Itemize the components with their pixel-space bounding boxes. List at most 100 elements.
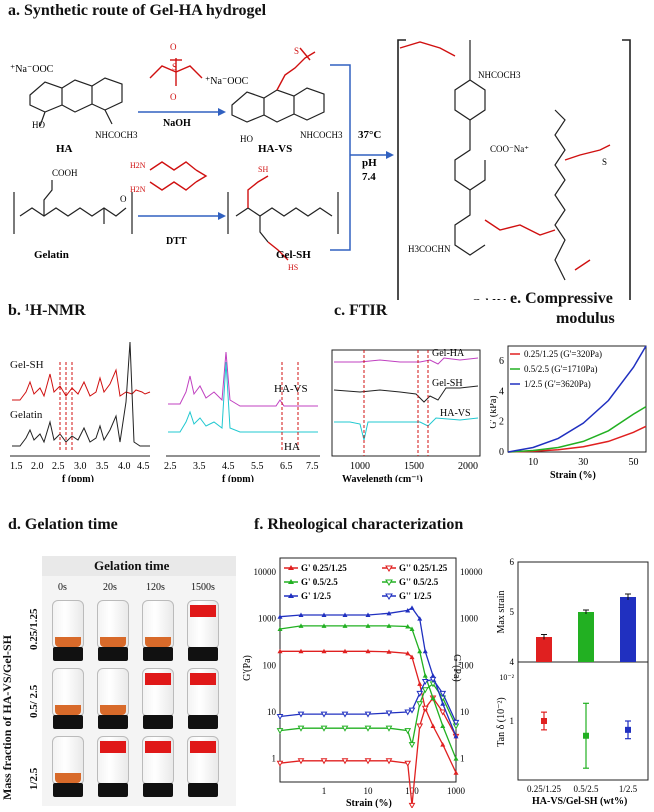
- vial: [52, 668, 84, 716]
- rheo-point: [453, 770, 459, 775]
- vial-cap: [143, 647, 173, 661]
- rheo-xtick: 1: [322, 786, 327, 796]
- rheo-point: [422, 673, 428, 678]
- comp-xtick: 50: [628, 457, 638, 468]
- nmr-tick: 3.5: [193, 461, 206, 472]
- bar-xtick: 0.5/2.5: [573, 784, 599, 794]
- rheo-legend-2: G' 0.5/2.5: [301, 577, 338, 587]
- vial-cap: [98, 647, 128, 661]
- rheo-point: [439, 690, 447, 697]
- rheo-legend-1: G'' 0.25/1.25: [399, 563, 448, 573]
- comp-ytick: 6: [499, 356, 504, 367]
- svg-text:H2N: H2N: [130, 185, 146, 194]
- nmr-tick: 3.0: [74, 461, 87, 472]
- reagent-dtt: DTT: [166, 236, 187, 247]
- rheo-ytick-right: 1: [460, 754, 465, 764]
- bar-ylabel-top: Max strain: [496, 590, 507, 633]
- rheo-point: [276, 760, 284, 767]
- rheo-point: [416, 701, 424, 708]
- rheo-point: [404, 728, 412, 735]
- bar-max-strain-2: [620, 597, 636, 662]
- comp-xtick: 30: [578, 457, 588, 468]
- rheo-ytick-right: 10: [460, 707, 470, 717]
- mass-fraction-label: Mass fraction of HA-VS/Gel-SH: [0, 635, 14, 800]
- rheo-point: [416, 723, 424, 730]
- rheo-point: [365, 612, 371, 617]
- nmr-right-plot: HA-VS HA 2.5 3.5 4.5 5.5 6.5 7.5 f (ppm): [164, 351, 320, 482]
- rheo-point: [404, 709, 412, 716]
- ftir-label-gelsh: Gel-SH: [432, 378, 463, 389]
- time-1500s: 1500s: [191, 582, 215, 593]
- svg-text:S: S: [294, 46, 299, 56]
- bar-max-strain-1: [578, 612, 594, 662]
- rheo-point: [439, 709, 447, 716]
- rheo-point: [409, 605, 415, 610]
- rheo-point: [453, 733, 459, 739]
- vial-cap: [188, 715, 218, 729]
- rheo-point: [408, 742, 416, 749]
- rheo-ytick-right: 1000: [460, 614, 479, 624]
- nmr-label-gelatin: Gelatin: [10, 409, 43, 421]
- comp-ytick: 2: [499, 417, 504, 428]
- rheo-legend-3: G'' 0.5/2.5: [399, 577, 439, 587]
- vial-cap: [98, 783, 128, 797]
- vial: [187, 600, 219, 648]
- rheo-point: [341, 711, 349, 718]
- time-120s: 120s: [146, 582, 165, 593]
- bar-xtick: 1/2.5: [619, 784, 638, 794]
- rheo-point: [320, 725, 328, 732]
- rheo-legend-0: G' 0.25/1.25: [301, 563, 347, 573]
- ha-label: HA: [56, 143, 73, 155]
- vial-cap: [53, 783, 83, 797]
- rheo-point: [276, 714, 284, 721]
- rheo-point: [297, 725, 305, 732]
- panel-e-title-1: e. Compressive: [510, 290, 613, 307]
- gel-ha-label: Gel-HA: [472, 297, 509, 300]
- gelatin-cooh: COOH: [52, 168, 78, 178]
- bar-ytick-bottom-top: 10⁻²: [499, 673, 514, 682]
- rheo-point: [440, 742, 446, 747]
- rheo-point: [321, 648, 327, 654]
- vial: [52, 736, 84, 784]
- bar-ytick: 5: [510, 607, 515, 617]
- divinyl-sulfone: [149, 58, 203, 86]
- rheo-point: [417, 648, 423, 654]
- rheo-xtick: 100: [405, 786, 419, 796]
- ha-structure: [29, 77, 123, 127]
- rheo-point: [320, 758, 328, 765]
- gel-sh-structure: [227, 192, 339, 243]
- rheo-point: [385, 710, 393, 717]
- nmr-label-gelsh: Gel-SH: [10, 359, 44, 371]
- tan-delta-point-1: [583, 732, 589, 739]
- tan-delta-point-0: [541, 718, 547, 724]
- rheo-point: [404, 760, 412, 767]
- rheo-point: [341, 725, 349, 732]
- comp-series-2: [507, 345, 647, 453]
- rheo-legend: G' 0.25/1.25 G'' 0.25/1.25 G' 0.5/2.5 G'' 0…: [284, 563, 448, 601]
- rheo-point: [385, 758, 393, 765]
- rheo-point: [276, 728, 284, 735]
- cond-temp: 37°C: [358, 129, 381, 141]
- ftir-chart: Gel-HA Gel-SH HA-VS 1000 1500 2000 Wavel…: [331, 348, 481, 482]
- rheo-point: [405, 650, 411, 656]
- rheo-point: [421, 705, 429, 712]
- row-label-3: 1/2.5: [28, 767, 40, 790]
- bar-ytick: 4: [510, 657, 515, 667]
- panel-b-title: b. ¹H-NMR: [8, 302, 86, 319]
- vial: [97, 668, 129, 716]
- rheo-xtick: 10: [364, 786, 374, 796]
- rheo-point: [417, 616, 423, 621]
- svg-text:S: S: [172, 62, 177, 72]
- comp-legend-0: 0.25/1.25 (G'=320Pa): [524, 349, 602, 359]
- ha-vs-structure: [231, 87, 325, 123]
- rheo-point: [408, 802, 416, 808]
- rheo-series: [276, 605, 460, 808]
- rheo-point: [342, 612, 348, 617]
- ha-nhcoch3: NHCOCH3: [95, 130, 138, 140]
- rheo-ytick: 10: [267, 707, 277, 717]
- cond-ph: pH: [362, 157, 377, 169]
- rheo-point: [277, 648, 283, 654]
- nmr-tick: 6.5: [280, 461, 293, 472]
- rheo-point: [365, 623, 371, 628]
